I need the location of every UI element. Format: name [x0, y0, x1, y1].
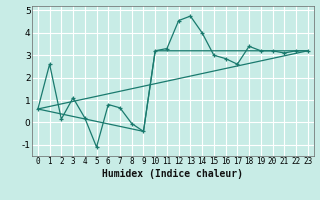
X-axis label: Humidex (Indice chaleur): Humidex (Indice chaleur) [102, 169, 243, 179]
